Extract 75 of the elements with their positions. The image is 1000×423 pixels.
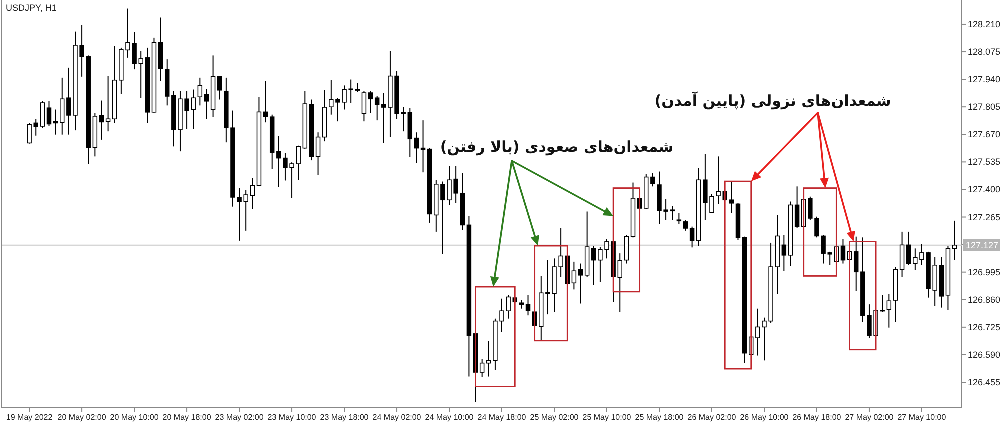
- y-tick-label: 127.940: [968, 74, 1000, 85]
- y-tick-label: 126.995: [968, 267, 1000, 278]
- candlestick: [316, 132, 321, 176]
- candlestick: [40, 100, 46, 129]
- y-tick-label: 128.075: [968, 47, 1000, 58]
- candlestick: [368, 90, 374, 114]
- x-tick-label: 19 May 2022: [6, 413, 54, 422]
- x-tick-label: 20 May 18:00: [162, 413, 212, 422]
- x-tick-label: 24 May 10:00: [425, 413, 474, 422]
- y-tick-label: 126.725: [968, 322, 1000, 332]
- candlestick: [480, 358, 485, 378]
- y-tick-label: 128.210: [968, 19, 1000, 30]
- annotation: شمعدان‌های صعودی (بالا رفتن): [440, 138, 674, 156]
- ref-line-label: 127.127: [966, 240, 999, 250]
- y-tick-label: 126.590: [968, 350, 1000, 360]
- x-tick-label: 25 May 10:00: [582, 413, 632, 422]
- candlestick: [690, 226, 695, 248]
- candlestick: [204, 88, 210, 120]
- y-tick-label: 126.455: [968, 378, 1000, 388]
- candlestick: [840, 238, 846, 264]
- candlestick: [729, 181, 734, 214]
- x-tick-label: 24 May 02:00: [372, 413, 422, 422]
- y-tick-label: 127.400: [968, 184, 1000, 195]
- candlestick: [952, 220, 958, 261]
- x-tick-label: 26 May 02:00: [688, 413, 737, 422]
- x-tick-label: 23 May 18:00: [320, 413, 370, 422]
- candlestick: [250, 178, 256, 210]
- candlestick: [34, 118, 38, 136]
- candlestick: [374, 96, 380, 122]
- candlestick: [886, 294, 892, 328]
- candlestick: [578, 263, 584, 304]
- candlestick: [263, 80, 268, 124]
- candlestick: [362, 90, 367, 122]
- x-tick-label: 27 May 10:00: [898, 413, 947, 422]
- candlestick: [906, 231, 912, 266]
- y-tick-label: 127.805: [968, 102, 1000, 112]
- y-tick-label: 127.535: [968, 157, 1000, 168]
- candlestick: [676, 212, 682, 225]
- y-tick-label: 127.670: [968, 130, 1000, 140]
- candlestick: [650, 172, 656, 188]
- candlestick: [526, 294, 531, 316]
- candlestick: [60, 77, 65, 136]
- x-tick-label: 24 May 18:00: [478, 413, 527, 422]
- x-tick-label: 26 May 18:00: [792, 413, 842, 422]
- candlestick: [854, 236, 859, 292]
- y-tick-label: 127.265: [968, 212, 1000, 222]
- candlestick: [683, 220, 688, 232]
- x-tick-label: 25 May 18:00: [635, 413, 684, 422]
- candlestick: [46, 100, 52, 127]
- x-tick-label: 23 May 02:00: [215, 413, 264, 422]
- x-tick-label: 27 May 02:00: [845, 413, 894, 422]
- candlestick: [355, 82, 360, 93]
- candlestick: [572, 261, 577, 290]
- candlestick: [53, 109, 58, 136]
- x-tick-label: 20 May 02:00: [58, 413, 107, 422]
- candlestick: [592, 246, 596, 286]
- chart-title: USDJPY, H1: [6, 3, 57, 13]
- candlestick: [618, 253, 622, 313]
- candlestick: [198, 77, 203, 106]
- candlestick: [782, 234, 787, 272]
- candlestick: [99, 100, 104, 140]
- candlestick: [27, 122, 32, 144]
- candlestick: [624, 234, 630, 264]
- x-tick-label: 26 May 10:00: [740, 413, 790, 422]
- x-tick-label: 23 May 10:00: [268, 413, 317, 422]
- candlestick: [217, 76, 222, 100]
- candlestick: [106, 76, 111, 132]
- x-tick-label: 25 May 02:00: [530, 413, 580, 422]
- x-tick-label: 20 May 10:00: [110, 413, 160, 422]
- candlestick: [670, 206, 675, 221]
- candlestick: [420, 120, 426, 174]
- y-tick-label: 126.860: [968, 294, 1000, 305]
- candlestick: [794, 186, 800, 229]
- annotation: شمعدان‌های نزولی (پایین آمدن): [654, 91, 892, 110]
- candlestick: [414, 132, 420, 164]
